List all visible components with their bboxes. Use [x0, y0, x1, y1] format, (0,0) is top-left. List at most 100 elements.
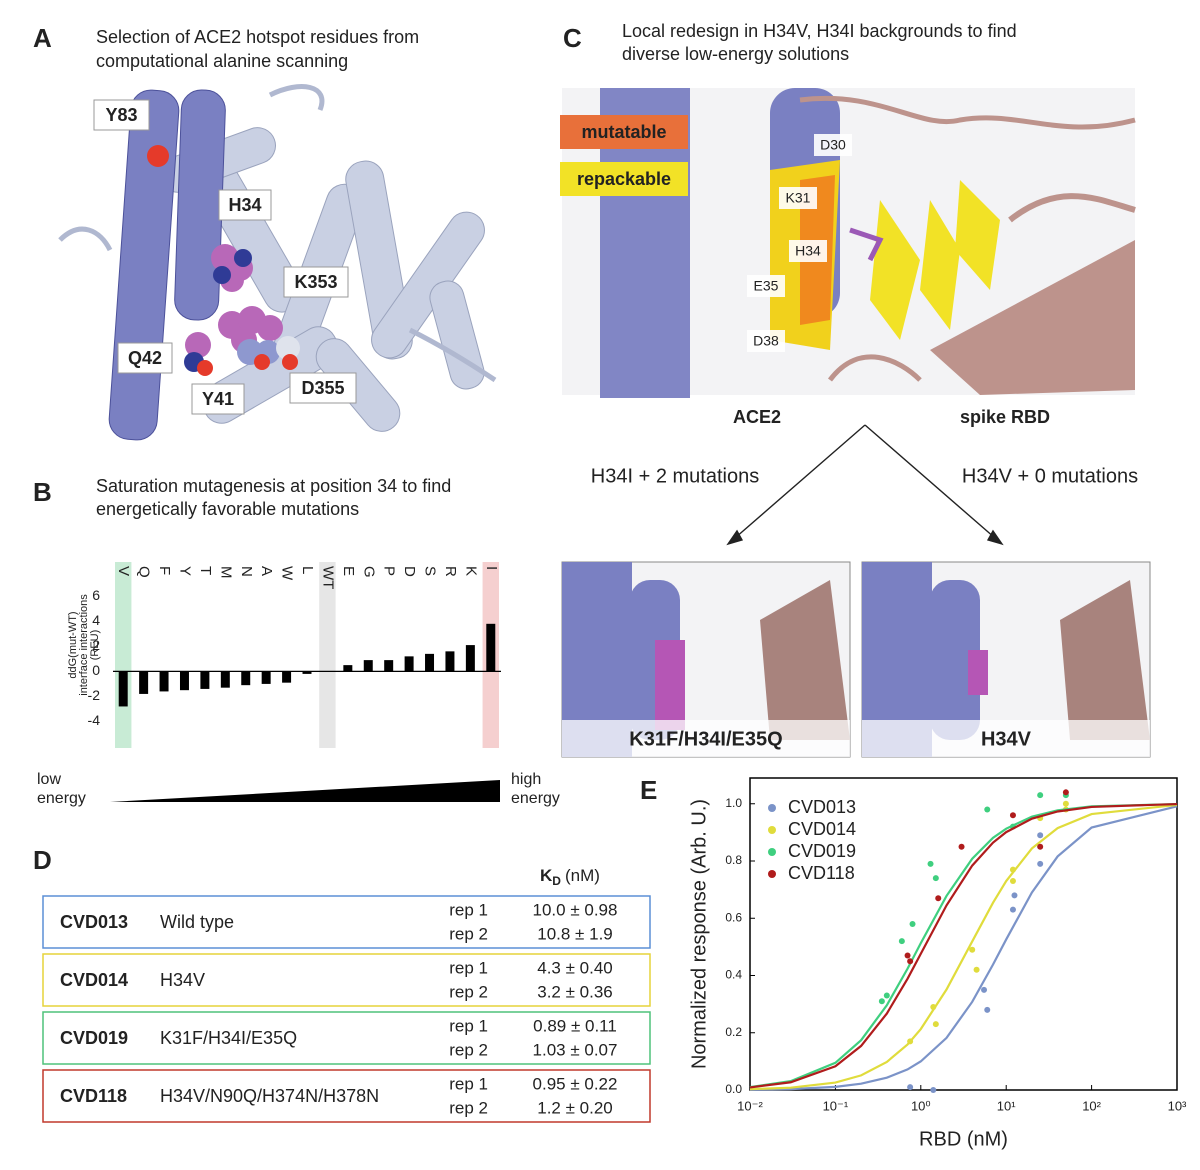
label-box — [191, 383, 245, 415]
highlight-band — [319, 562, 336, 748]
energy-wedge — [110, 780, 500, 802]
bar — [118, 671, 128, 707]
panel-letter: A — [33, 23, 52, 53]
panel-title: Local redesign in H34V, H34I backgrounds… — [622, 21, 1017, 41]
data-point — [930, 1087, 937, 1093]
bar — [282, 671, 292, 683]
sample-description: H34V/N90Q/H374N/H378N — [160, 1086, 379, 1106]
data-point — [984, 1006, 991, 1013]
kd-subscript: D — [552, 874, 561, 888]
rep-label: rep 2 — [449, 1040, 488, 1059]
sample-description: K31F/H34I/E35Q — [160, 1028, 297, 1048]
kd-value: 10.8 ± 1.9 — [537, 924, 613, 943]
fit-curve — [749, 802, 1178, 1089]
residue-label: D38 — [753, 333, 779, 349]
panel-letter: E — [640, 775, 657, 805]
sample-id: CVD013 — [60, 912, 128, 932]
y-tick-label: 0.6 — [725, 910, 742, 924]
table-row-box — [42, 953, 651, 1007]
design-images — [561, 561, 1151, 758]
rep-label: rep 1 — [449, 958, 488, 977]
sample-description: H34V — [160, 970, 205, 990]
kd-value: 1.03 ± 0.07 — [533, 1040, 618, 1059]
label-box — [747, 275, 785, 297]
y-tick-label: 0.4 — [725, 968, 742, 982]
bar — [404, 656, 414, 672]
y-axis-label: ddG(mut-WT) — [67, 611, 79, 678]
fit-curve — [749, 802, 1178, 1089]
x-tick-label: 10⁻² — [737, 1098, 763, 1113]
residue-label: D30 — [820, 137, 846, 153]
bar — [343, 665, 353, 672]
y-tick-label: 0.2 — [725, 1025, 742, 1039]
label-box — [93, 99, 150, 131]
y-axis-label: (REU) — [89, 630, 101, 661]
bar — [425, 653, 435, 672]
design-label: K31F/H34I/E35Q — [629, 728, 782, 750]
panel-letter: C — [563, 23, 582, 53]
x-tick-label: W — [279, 566, 296, 581]
x-tick-label: V — [115, 566, 132, 576]
label-box — [117, 342, 173, 374]
data-point — [883, 992, 890, 999]
bar — [445, 651, 455, 672]
x-tick-label: N — [238, 566, 255, 577]
kd-value: 0.95 ± 0.22 — [533, 1074, 618, 1093]
data-point — [1009, 878, 1016, 885]
residue-label: H34 — [228, 195, 261, 215]
energy-label: high — [511, 771, 541, 788]
x-tick-label: R — [442, 566, 459, 577]
data-point — [1011, 892, 1018, 899]
y-tick-label: 0.0 — [725, 1082, 742, 1096]
sample-description: Wild type — [160, 912, 234, 932]
highlight-band — [115, 562, 132, 748]
plot-frame — [749, 777, 1178, 1091]
sample-id: CVD014 — [60, 970, 128, 990]
rep-label: rep 1 — [449, 1016, 488, 1035]
legend-label: repackable — [577, 169, 671, 189]
data-point — [1037, 832, 1044, 839]
label-box — [289, 372, 357, 404]
kd-unit: (nM) — [565, 866, 600, 885]
rep-label: rep 2 — [449, 982, 488, 1001]
legend-marker — [768, 826, 776, 834]
y-tick-label: 1.0 — [725, 796, 742, 810]
data-point — [981, 986, 988, 993]
legend-swatch — [560, 162, 688, 196]
data-point — [984, 806, 991, 813]
data-point — [907, 1038, 914, 1045]
residue-label: K353 — [294, 272, 337, 292]
energy-label: low — [37, 771, 61, 788]
energy-label: energy — [37, 790, 86, 807]
data-point — [878, 998, 885, 1005]
data-point — [904, 952, 911, 959]
legend-swatch — [560, 115, 688, 149]
kd-value: 1.2 ± 0.20 — [537, 1098, 613, 1117]
residue-label: Q42 — [128, 348, 162, 368]
panel-title: diverse low-energy solutions — [622, 44, 849, 64]
x-tick-label: K — [462, 566, 479, 576]
panel-title: computational alanine scanning — [96, 51, 348, 71]
data-point — [930, 1003, 937, 1010]
legend-label: mutatable — [581, 122, 666, 142]
bar — [261, 671, 271, 684]
data-point — [1009, 906, 1016, 913]
branch-label: H34I + 2 mutations — [591, 465, 759, 487]
data-point — [898, 938, 905, 945]
panel-title: Selection of ACE2 hotspot residues from — [96, 27, 419, 47]
sample-id: CVD118 — [60, 1086, 127, 1106]
residue-label: K31 — [786, 190, 811, 206]
residue-label: H34 — [795, 243, 821, 259]
table-row-box — [42, 895, 651, 949]
x-tick-label: M — [217, 566, 234, 579]
y-axis-label: Normalized response (Arb. U.) — [688, 799, 710, 1069]
data-point — [935, 895, 942, 902]
data-point — [1062, 789, 1069, 796]
label-box — [789, 240, 827, 262]
y-axis-label: interface interactions — [78, 594, 90, 696]
rep-label: rep 2 — [449, 924, 488, 943]
label-box — [218, 189, 272, 221]
x-tick-label: 10¹ — [997, 1098, 1016, 1113]
bar — [179, 671, 189, 691]
y-tick-label: 0.8 — [725, 853, 742, 867]
